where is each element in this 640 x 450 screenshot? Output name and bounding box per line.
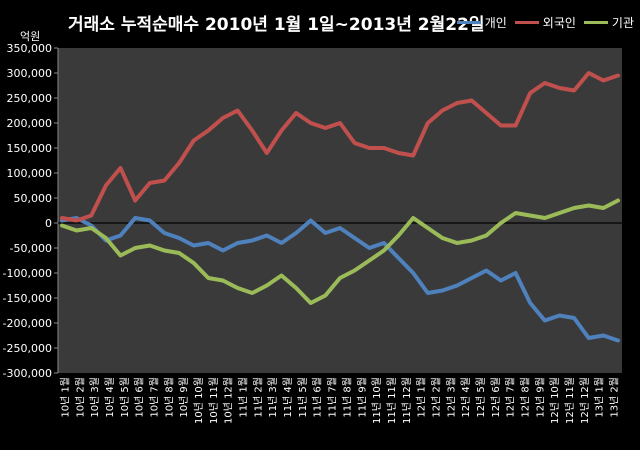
legend-item-institution: 기관 <box>583 14 634 31</box>
y-tick-label: 200,000 <box>7 117 53 130</box>
y-tick-label: -150,000 <box>3 292 52 305</box>
x-tick-label: 11년 3월 <box>267 377 279 418</box>
x-tick-label: 11년 1월 <box>238 377 250 418</box>
y-tick-label: -300,000 <box>3 367 52 380</box>
legend-swatch-individual <box>456 21 481 24</box>
legend-swatch-institution <box>583 21 608 24</box>
x-tick-label: 13년 1월 <box>594 377 606 418</box>
x-tick-label: 11년 6월 <box>312 377 324 418</box>
legend-label-institution: 기관 <box>611 16 634 30</box>
series-line-institution-line <box>60 198 620 305</box>
x-tick-label: 10년 10월 <box>193 377 205 424</box>
legend-swatch-foreign <box>514 21 539 24</box>
x-tick-label: 12년 1월 <box>416 377 428 418</box>
y-tick-label: 300,000 <box>7 67 53 80</box>
legend: 개인 외국인 기관 <box>456 14 634 31</box>
x-tick-label: 10년 9월 <box>178 377 190 418</box>
x-tick-label: 12년 8월 <box>520 377 532 418</box>
x-tick-label: 10년 6월 <box>134 377 146 418</box>
legend-item-foreign: 외국인 <box>514 14 576 31</box>
x-tick-label: 11년 8월 <box>341 377 353 418</box>
x-tick-label: 12년 3월 <box>445 377 457 418</box>
x-tick-label: 10년 7월 <box>148 377 160 418</box>
legend-item-individual: 개인 <box>456 14 507 31</box>
y-tick-label: -250,000 <box>3 342 52 355</box>
y-tick-label: 350,000 <box>7 42 53 55</box>
x-tick-label: 11년 11월 <box>386 377 398 424</box>
x-tick-label: 11년 2월 <box>252 377 264 418</box>
x-tick-label: 12년 7월 <box>505 377 517 418</box>
x-tick-label: 10년 12월 <box>223 377 235 424</box>
legend-label-foreign: 외국인 <box>542 16 576 30</box>
y-tick-label: 250,000 <box>7 92 53 105</box>
y-tick-label: 50,000 <box>14 192 53 205</box>
x-tick-label: 12년 5월 <box>475 377 487 418</box>
x-tick-label: 12년 11월 <box>564 377 576 424</box>
x-tick-label: 12년 12월 <box>579 377 591 424</box>
y-tick-label: -100,000 <box>3 267 52 280</box>
x-tick-label: 11년 4월 <box>282 377 294 418</box>
series-line-foreign-line <box>60 71 620 223</box>
legend-label-individual: 개인 <box>484 16 507 30</box>
x-tick-label: 12년 9월 <box>534 377 546 418</box>
x-tick-label: 10년 4월 <box>104 377 116 418</box>
y-tick-label: 0 <box>45 217 52 230</box>
x-tick-label: 13년 2월 <box>609 377 621 418</box>
y-tick-label: -50,000 <box>10 242 52 255</box>
plot-area <box>58 48 622 373</box>
x-tick-label: 12년 10월 <box>549 377 561 424</box>
x-tick-label: 11년 5월 <box>297 377 309 418</box>
x-tick-label: 12년 6월 <box>490 377 502 418</box>
x-tick-label: 11년 9월 <box>356 377 368 418</box>
x-tick-label: 10년 5월 <box>119 377 131 418</box>
y-tick-label: -200,000 <box>3 317 52 330</box>
x-tick-label: 10년 8월 <box>163 377 175 418</box>
x-tick-label: 10년 2월 <box>74 377 86 418</box>
y-tick-label: 100,000 <box>7 167 53 180</box>
x-tick-label: 11년 10월 <box>371 377 383 424</box>
x-tick-label: 12년 4월 <box>460 377 472 418</box>
x-tick-label: 12년 2월 <box>430 377 442 418</box>
x-tick-label: 10년 1월 <box>59 377 71 418</box>
y-axis-unit-label: 억원 <box>20 30 41 43</box>
x-tick-label: 10년 3월 <box>89 377 101 418</box>
x-tick-label: 10년 11월 <box>208 377 220 424</box>
x-tick-label: 11년 7월 <box>327 377 339 418</box>
series-line-individual-line <box>60 216 620 343</box>
chart-title: 거래소 누적순매수 2010년 1월 1일~2013년 2월22일 <box>68 15 485 35</box>
x-tick-label: 11년 12월 <box>401 377 413 424</box>
y-tick-label: 150,000 <box>7 142 53 155</box>
